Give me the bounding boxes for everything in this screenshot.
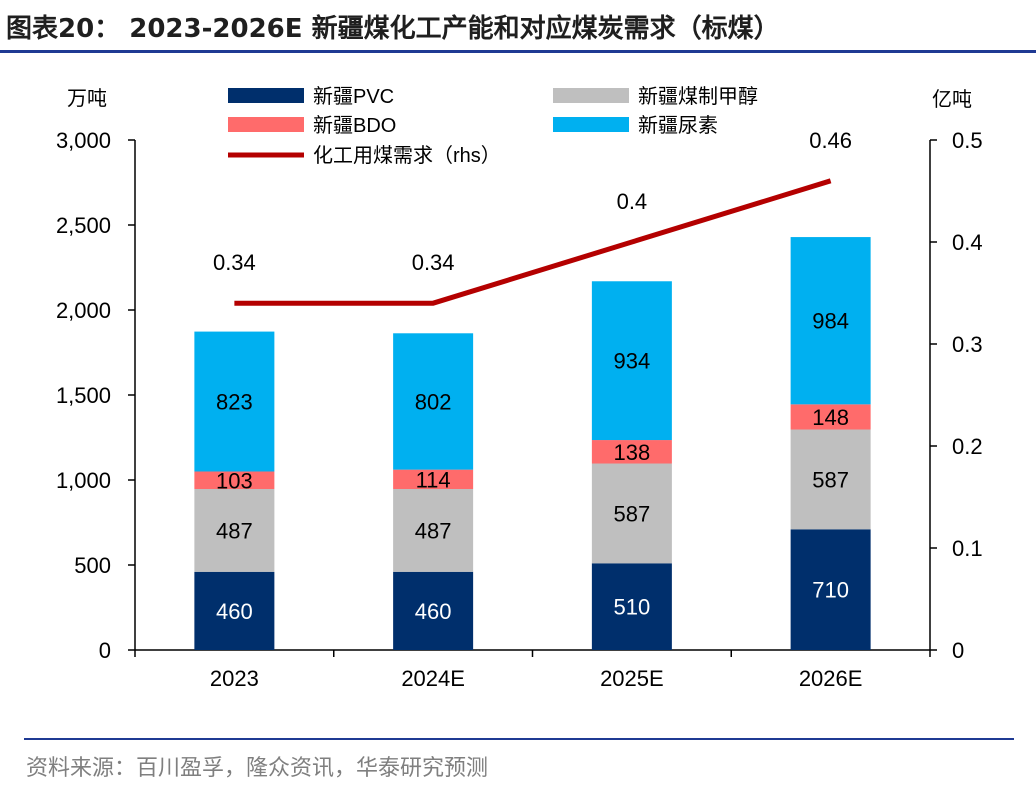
bar-value-label: 510 [614,595,651,620]
y-tick-label-right: 0.4 [952,230,983,255]
y-axis-label-left: 万吨 [67,87,107,110]
bar-segment [790,529,871,650]
line-value-label: 0.34 [213,250,256,275]
demand-line-group: 0.34 0.34 0.4 0.46 [213,128,852,306]
bar-value-label: 103 [216,468,253,493]
y-tick-label-left: 500 [74,553,111,578]
y-tick-label-left: 3,000 [56,128,111,153]
bar-segment [393,571,474,650]
bar-value-label: 460 [216,599,253,624]
y-tick-label-right: 0.1 [952,536,983,561]
bar-segment [194,571,275,650]
bar-value-label: 487 [216,518,253,543]
axes: 0 500 1,000 1,500 2,000 2,500 3,000 0 0.1 0.2 0.3 0… [56,87,983,691]
bar-segment [790,429,871,530]
bar-value-label: 587 [614,501,651,526]
y-tick-label-right: 0.3 [952,332,983,357]
legend-label: 新疆PVC [313,85,394,108]
bar-segment [194,471,275,490]
chart-title: 图表20： 2023-2026E 新疆煤化工产能和对应煤炭需求（标煤） [6,14,780,44]
legend-swatch [228,117,304,132]
legend-swatch [228,88,304,103]
bar-value-label: 460 [415,599,452,624]
bar-segment [194,489,275,572]
x-tick-label: 2026E [799,666,863,691]
bar-segment [591,281,672,441]
bar-value-label: 984 [812,309,849,334]
x-tick-label: 2023 [210,666,259,691]
source-rule [24,738,1014,740]
bar-segment [194,331,275,472]
bar-value-label: 148 [812,405,849,430]
bar-segment [790,237,871,405]
bar-segment [393,489,474,572]
line-value-label: 0.34 [412,250,455,275]
legend-label: 新疆BDO [313,114,396,137]
legend-label: 化工用煤需求（rhs） [313,144,501,167]
legend-label: 新疆尿素 [638,114,718,137]
x-tick-label: 2024E [401,666,465,691]
legend-label: 新疆煤制甲醇 [638,85,758,108]
bar-segment [591,463,672,564]
y-tick-label-right: 0.5 [952,128,983,153]
bar-value-label: 138 [614,440,651,465]
line-value-label: 0.4 [617,189,648,214]
bar-value-label: 823 [216,390,253,415]
demand-line [234,178,832,306]
y-tick-label-left: 1,000 [56,468,111,493]
bar-segment [790,404,871,430]
bar-segment [591,440,672,464]
bar-value-label: 934 [614,349,651,374]
y-axis-label-right: 亿吨 [932,88,972,111]
y-tick-label-left: 0 [99,638,111,663]
bar-segment [393,333,474,470]
bar-value-label: 487 [415,518,452,543]
y-tick-label-right: 0 [952,638,964,663]
bar-value-label: 802 [415,389,452,414]
bar-segment [591,563,672,650]
bar-value-label: 587 [812,467,849,492]
y-tick-label-left: 2,000 [56,298,111,323]
bar-value-label: 114 [416,467,451,492]
bar-segment [393,469,474,490]
y-tick-label-left: 1,500 [56,383,111,408]
bar-value-label: 710 [812,578,849,603]
title-rule [0,50,1036,53]
legend-swatch [553,117,629,132]
stacked-bar-chart: 0 500 1,000 1,500 2,000 2,500 3,000 0 0.1 0.2 0.3 0… [56,85,983,691]
bar-stacks: 460 487 103 823 460 487 114 802 510 587 138 934 710 5… [194,237,871,650]
line-value-label: 0.46 [809,128,852,153]
x-tick-label: 2025E [600,666,664,691]
y-tick-label-left: 2,500 [56,213,111,238]
y-tick-label-right: 0.2 [952,434,983,459]
legend-swatch [553,88,629,103]
source-note: 资料来源：百川盈孚，隆众资讯，华泰研究预测 [26,756,489,781]
